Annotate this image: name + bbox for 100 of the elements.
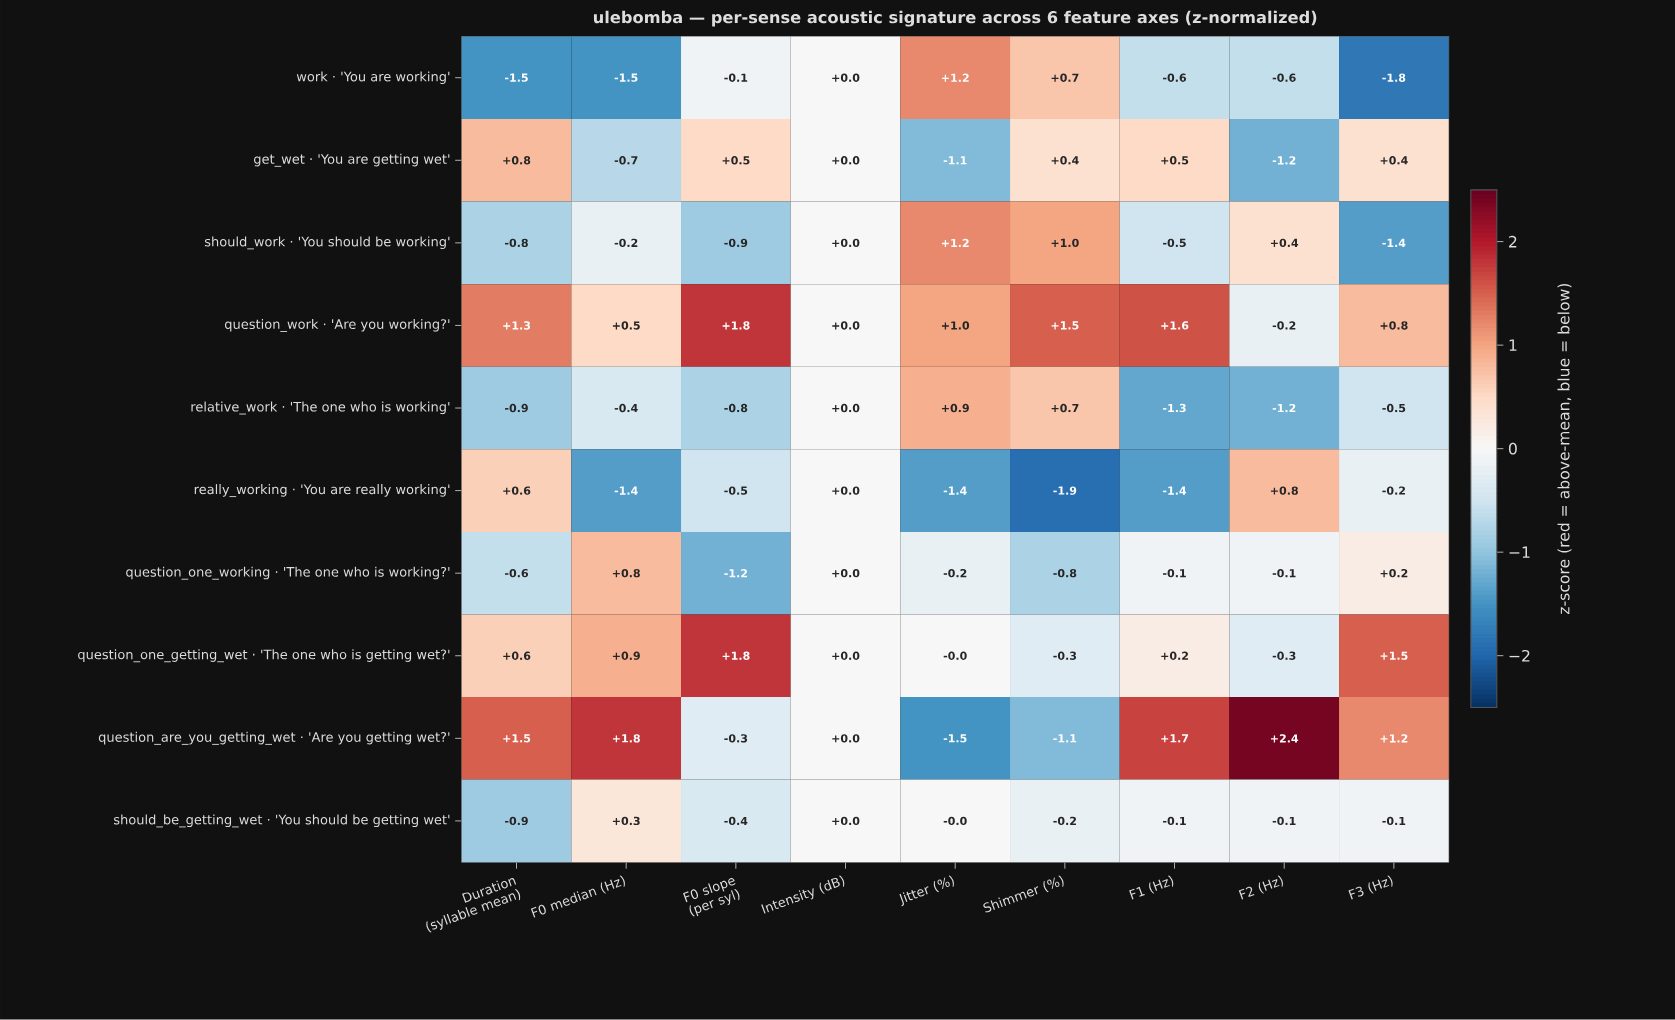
- data-label: +0.0: [832, 156, 860, 165]
- data-label: -0.2: [614, 238, 638, 248]
- data-label: +1.8: [722, 651, 750, 661]
- data-label: -0.1: [1382, 816, 1406, 826]
- data-label: -0.0: [943, 651, 967, 661]
- data-label: +0.0: [832, 734, 860, 743]
- data-label: -0.9: [505, 816, 528, 826]
- data-label: -0.1: [1272, 569, 1296, 578]
- data-label: +0.4: [1270, 238, 1299, 248]
- data-label: -0.4: [724, 816, 748, 826]
- data-label: +1.8: [612, 734, 640, 743]
- data-label: -1.5: [505, 73, 528, 83]
- data-label: -0.2: [1053, 816, 1076, 826]
- data-label: +0.3: [612, 816, 640, 826]
- data-label: +0.5: [722, 156, 750, 165]
- data-label: +0.6: [503, 486, 531, 495]
- data-label: -0.4: [614, 404, 638, 413]
- data-label: -1.2: [1272, 404, 1296, 413]
- y-tick-label: question_work · 'Are you working?': [224, 319, 450, 333]
- data-label: -0.2: [943, 569, 967, 578]
- data-label: -0.1: [1163, 569, 1186, 578]
- data-label: +0.8: [1380, 321, 1408, 330]
- x-tick-label: F0 slope (per syl): [683, 878, 740, 917]
- data-label: +0.8: [503, 156, 531, 165]
- y-tick-label: get_wet · 'You are getting wet': [254, 154, 450, 167]
- color-bar-label: 0: [1508, 442, 1517, 455]
- data-label: -0.7: [614, 156, 638, 165]
- x-tick-label: Jitter (%): [899, 875, 954, 907]
- data-label: +1.3: [503, 321, 531, 330]
- data-label: +0.0: [832, 73, 860, 83]
- data-label: -0.1: [724, 73, 748, 83]
- y-tick-label: should_work · 'You should be working': [204, 236, 450, 250]
- data-label: -0.2: [1272, 321, 1296, 330]
- data-label: -0.1: [1272, 816, 1296, 826]
- data-label: +0.8: [1270, 486, 1298, 495]
- y-tick-label: really_working · 'You are really working': [194, 484, 450, 498]
- data-label: -0.3: [724, 734, 748, 743]
- data-label: -1.4: [943, 486, 967, 495]
- y-tick-label: question_are_you_getting_wet · 'Are you getting wet?': [98, 732, 450, 746]
- y-tick-label: question_one_working · 'The one who is working?': [126, 566, 450, 580]
- data-label: -1.3: [1163, 404, 1186, 413]
- color-bar-label: −2: [1509, 650, 1530, 662]
- data-label: +0.0: [832, 321, 860, 330]
- data-label: -1.4: [1163, 486, 1187, 495]
- chart-title: ulebomba — per-sense acoustic signature across 6 feature axes (z-normalized): [593, 10, 1317, 27]
- data-label: -0.5: [1382, 404, 1406, 413]
- data-label: +1.2: [941, 238, 969, 248]
- data-label: -0.6: [505, 569, 528, 578]
- data-label: +1.7: [1161, 734, 1189, 743]
- data-label: +0.0: [832, 238, 860, 248]
- data-label: +0.8: [612, 569, 640, 578]
- x-tick-label: F3 (Hz): [1348, 875, 1393, 900]
- data-label: +2.4: [1270, 734, 1299, 743]
- data-label: +0.6: [503, 651, 531, 661]
- data-label: -0.9: [724, 238, 748, 248]
- data-label: +1.0: [1051, 238, 1079, 248]
- data-label: -0.0: [943, 816, 967, 826]
- data-label: -0.5: [724, 486, 748, 495]
- color-bar-title: z-score (red = above-mean, blue = below): [1557, 284, 1572, 615]
- y-tick-label: should_be_getting_wet · 'You should be getting wet': [114, 814, 450, 828]
- data-label: +1.5: [1380, 651, 1408, 661]
- data-label: -1.5: [614, 73, 638, 83]
- color-bar-label: 1: [1509, 339, 1517, 352]
- x-tick-label: F2 (Hz): [1238, 875, 1283, 900]
- data-label: -0.2: [1382, 486, 1405, 495]
- data-label: -1.9: [1053, 486, 1077, 495]
- data-label: +0.9: [941, 404, 969, 413]
- data-label: +0.0: [832, 486, 860, 495]
- data-label: -0.8: [505, 238, 528, 248]
- data-label: -1.4: [1382, 239, 1406, 248]
- data-label: +1.0: [941, 321, 970, 330]
- data-label: +1.5: [1051, 321, 1079, 330]
- data-label: -0.6: [1163, 73, 1187, 83]
- y-tick-label: question_one_getting_wet · 'The one who is getting wet?': [78, 649, 450, 663]
- data-label: +0.4: [1380, 156, 1408, 165]
- data-label: +0.0: [832, 651, 860, 661]
- data-label: -0.8: [1053, 569, 1077, 578]
- data-label: -1.4: [614, 486, 638, 495]
- data-label: -0.3: [1272, 651, 1296, 661]
- data-label: +0.2: [1380, 569, 1408, 578]
- data-label: +0.4: [1051, 156, 1079, 165]
- data-label: +0.7: [1051, 73, 1079, 83]
- data-label: +0.5: [1161, 156, 1189, 165]
- data-label: -0.9: [505, 404, 528, 413]
- data-label: +0.0: [832, 816, 860, 826]
- y-tick-label: relative_work · 'The one who is working': [191, 401, 450, 415]
- data-label: +0.0: [832, 569, 860, 578]
- data-label: +1.6: [1161, 321, 1189, 330]
- data-label: +1.2: [941, 73, 969, 83]
- data-label: +0.2: [1161, 651, 1188, 661]
- data-label: -0.8: [724, 404, 748, 413]
- data-label: +0.9: [612, 651, 640, 661]
- data-label: +0.5: [612, 321, 640, 330]
- data-label: -1.2: [724, 569, 747, 578]
- data-label: -1.1: [1053, 734, 1077, 743]
- data-label: -0.5: [1163, 238, 1186, 248]
- color-bar-label: −1: [1509, 546, 1530, 559]
- data-label: -0.6: [1272, 73, 1296, 83]
- data-label: -0.1: [1163, 816, 1186, 826]
- data-label: +1.2: [1380, 734, 1408, 743]
